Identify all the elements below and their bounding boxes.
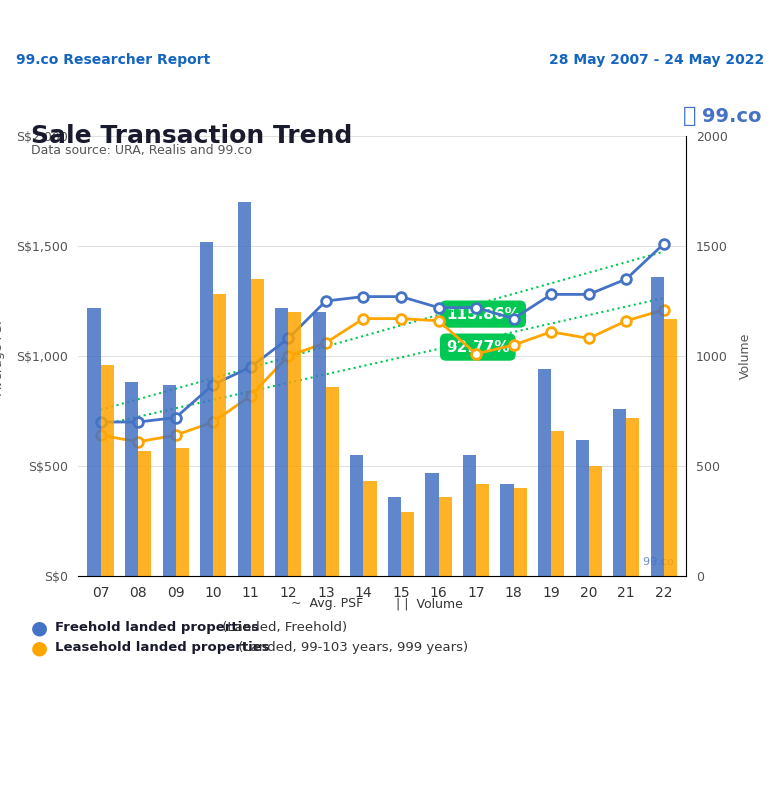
Bar	[463, 455, 476, 576]
Bar	[425, 473, 438, 576]
Bar	[125, 382, 138, 576]
Bar	[275, 308, 289, 576]
Bar	[213, 294, 226, 576]
Bar	[162, 385, 176, 576]
Text: Leasehold landed properties: Leasehold landed properties	[55, 642, 269, 654]
Bar	[176, 448, 189, 576]
Bar	[401, 512, 414, 576]
Bar	[438, 497, 452, 576]
Text: Sale Transaction Trend: Sale Transaction Trend	[31, 124, 353, 148]
Bar	[514, 488, 526, 576]
Bar	[138, 450, 151, 576]
Text: ●: ●	[31, 618, 48, 638]
Bar	[289, 312, 301, 576]
Bar	[613, 409, 626, 576]
Bar	[350, 455, 363, 576]
Bar	[388, 497, 401, 576]
Bar	[576, 439, 589, 576]
Bar	[87, 308, 101, 576]
Bar	[651, 277, 664, 576]
Y-axis label: Average PSF: Average PSF	[0, 317, 5, 395]
Text: 99.co: 99.co	[702, 106, 761, 126]
Bar	[313, 312, 326, 576]
Bar	[326, 386, 339, 576]
Text: ⌖: ⌖	[682, 106, 696, 126]
Text: Data source: URA, Realis and 99.co: Data source: URA, Realis and 99.co	[31, 144, 252, 157]
Text: Freehold landed properties: Freehold landed properties	[55, 622, 259, 634]
Y-axis label: Volume: Volume	[739, 333, 752, 379]
Bar	[501, 483, 514, 576]
Text: 99.co Researcher Report: 99.co Researcher Report	[16, 53, 210, 67]
Bar	[664, 318, 677, 576]
Text: 92.77%: 92.77%	[446, 339, 509, 354]
Bar	[626, 418, 640, 576]
Text: ~  Avg. PSF: ~ Avg. PSF	[292, 598, 363, 610]
Bar	[200, 242, 213, 576]
Text: (Landed, 99-103 years, 999 years): (Landed, 99-103 years, 999 years)	[234, 642, 468, 654]
Bar	[101, 365, 114, 576]
Text: (Landed, Freehold): (Landed, Freehold)	[218, 622, 348, 634]
Bar	[551, 430, 565, 576]
Bar	[476, 483, 489, 576]
Text: | |  Volume: | | Volume	[395, 598, 463, 610]
Text: 99.co: 99.co	[636, 557, 674, 567]
Bar	[238, 202, 250, 576]
Text: 28 May 2007 - 24 May 2022: 28 May 2007 - 24 May 2022	[549, 53, 764, 67]
Text: 115.86%: 115.86%	[446, 306, 520, 322]
Bar	[589, 466, 602, 576]
Bar	[250, 279, 264, 576]
Bar	[538, 369, 551, 576]
Bar	[363, 482, 377, 576]
Text: ●: ●	[31, 638, 48, 658]
